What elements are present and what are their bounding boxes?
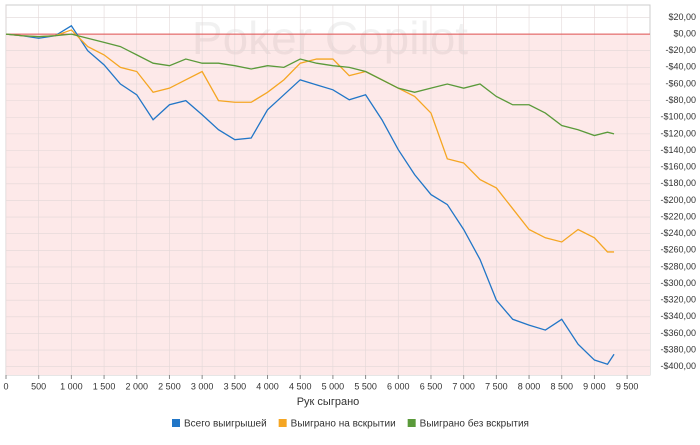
x-tick-label: 7 000 (452, 381, 475, 391)
y-tick-label: -$160,00 (660, 162, 696, 172)
y-tick-label: -$260,00 (660, 245, 696, 255)
legend-swatch (407, 419, 416, 427)
legend-swatch (172, 419, 180, 427)
legend-label: Всего выигрышей (184, 419, 267, 430)
series-line (5, 29, 615, 253)
legend-swatch (278, 419, 287, 427)
x-tick-label: 5 000 (322, 381, 345, 391)
y-tick-label: $0,00 (673, 28, 696, 38)
x-tick-label: 8 000 (518, 381, 541, 391)
series-line (5, 33, 615, 137)
x-tick-label: 9 000 (583, 381, 606, 391)
x-tick-label: 2 500 (158, 381, 181, 391)
y-tick-label: -$280,00 (660, 261, 696, 271)
x-tick-label: 8 500 (550, 381, 573, 391)
y-tick-label: $20,00 (668, 12, 696, 22)
x-tick-label: 500 (31, 381, 46, 391)
x-tick-label: 3 500 (224, 381, 247, 391)
y-tick-label: -$400,00 (660, 361, 696, 371)
x-tick-label: 5 500 (354, 381, 377, 391)
y-tick-label: -$360,00 (660, 328, 696, 338)
legend-label: Выиграно на вскрытии (291, 419, 396, 430)
y-tick-label: -$200,00 (660, 195, 696, 205)
y-tick-label: -$140,00 (660, 145, 696, 155)
x-tick-label: 2 000 (125, 381, 148, 391)
series-line (5, 24, 615, 365)
x-tick-label: 0 (3, 381, 8, 391)
y-tick-label: -$120,00 (660, 128, 696, 138)
y-tick-label: -$240,00 (660, 228, 696, 238)
negative-zone (6, 34, 650, 375)
y-tick-label: -$80,00 (665, 95, 696, 105)
x-axis-label: Рук сыграно (297, 396, 360, 408)
y-tick-label: -$340,00 (660, 311, 696, 321)
x-tick-label: 6 500 (420, 381, 443, 391)
x-tick-label: 4 500 (289, 381, 312, 391)
legend-label: Выиграно без вскрытия (420, 418, 529, 430)
watermark: Poker Copilot (192, 12, 468, 64)
y-tick-label: -$20,00 (665, 45, 696, 55)
x-tick-label: 7 500 (485, 381, 508, 391)
y-tick-label: -$180,00 (660, 178, 696, 188)
y-tick-label: -$40,00 (665, 62, 696, 72)
y-tick-label: -$60,00 (665, 78, 696, 88)
y-tick-label: -$220,00 (660, 211, 696, 221)
x-tick-label: 6 000 (387, 381, 410, 391)
y-tick-label: -$300,00 (660, 278, 696, 288)
y-tick-label: -$100,00 (660, 112, 696, 122)
x-tick-label: 9 500 (616, 381, 639, 391)
x-tick-label: 1 500 (93, 381, 116, 391)
x-tick-label: 3 000 (191, 381, 214, 391)
y-tick-label: -$380,00 (660, 344, 696, 354)
x-tick-label: 1 000 (60, 381, 83, 391)
y-tick-label: -$320,00 (660, 295, 696, 305)
x-tick-label: 4 000 (256, 381, 279, 391)
